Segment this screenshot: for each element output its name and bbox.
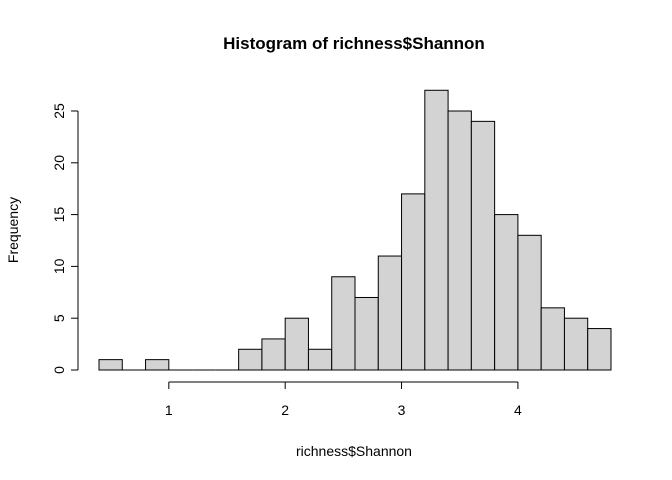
y-tick-label: 10 [51,258,67,274]
histogram-bar [494,214,519,371]
bars-group [98,89,612,371]
histogram-bar [517,234,542,371]
histogram-bar [540,307,565,371]
histogram-bar [447,110,472,371]
x-axis: 1 2 3 4 [165,381,522,418]
histogram-bar [238,348,263,371]
y-axis: 0 5 10 15 20 25 [51,103,79,374]
histogram-bar [377,255,403,371]
histogram-bar [354,296,379,371]
y-tick-label: 15 [51,207,67,223]
histogram-bar [284,317,309,371]
chart-title: Histogram of richness$Shannon [223,34,485,53]
histogram-bar [145,359,170,371]
y-tick-label: 5 [51,314,67,322]
x-tick-label: 1 [165,402,173,418]
x-tick-label: 4 [514,402,522,418]
x-tick-label: 3 [398,402,406,418]
histogram-bar [307,348,333,371]
x-axis-label: richness$Shannon [296,443,412,459]
x-tick-label: 2 [281,402,289,418]
y-tick-label: 20 [51,155,67,171]
histogram-bar [261,338,286,371]
histogram-bar [401,193,426,371]
y-tick-label: 0 [51,366,67,374]
histogram-bar [587,328,612,371]
histogram-bar [98,359,123,371]
histogram-bar [563,317,589,371]
histogram-bar [331,276,356,371]
y-axis-label: Frequency [5,197,21,263]
histogram-bar [424,89,449,371]
y-tick-label: 25 [51,103,67,119]
histogram-bar [470,120,496,371]
